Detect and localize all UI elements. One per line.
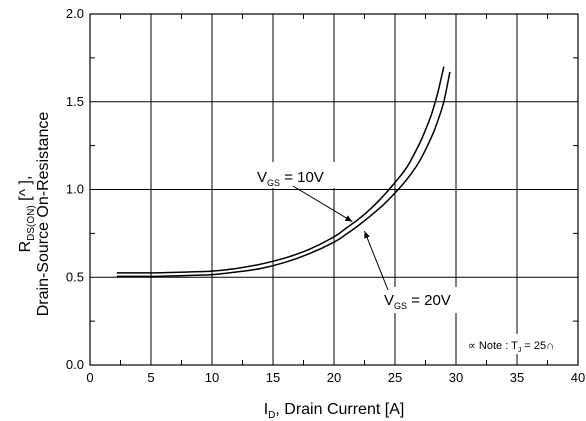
x-axis-label: ID, Drain Current [A] <box>264 401 405 421</box>
series-vgs10-curve <box>116 66 445 274</box>
tick-labels: 0 5 10 15 20 25 30 35 40 0.0 0.5 1.0 1.5 2.0 <box>66 6 585 385</box>
annotation-vgs10-value: = 10V <box>280 169 324 186</box>
x-tick-label: 20 <box>327 370 341 385</box>
x-axis-label-symbol: I <box>264 401 268 418</box>
x-axis-label-subscript: D <box>268 410 275 421</box>
series-curves <box>116 66 451 278</box>
annotation-vgs10-subscript: GS <box>267 178 280 188</box>
x-tick-label: 40 <box>571 370 585 385</box>
y-axis-label-symbol: R <box>17 241 34 253</box>
note-subscript: J <box>518 347 522 354</box>
series-vgs20-curve <box>116 71 451 278</box>
note-text: ∝ Note : TJ = 25∩ <box>468 340 554 354</box>
annotation-vgs10-label: VGS = 10V <box>257 169 324 188</box>
y-axis-label-subscript: DS(ON) <box>26 205 37 241</box>
annotation-vgs20-background <box>380 287 464 313</box>
annotation-vgs20-arrow <box>364 230 389 291</box>
x-axis-label-text: , Drain Current [A] <box>275 401 404 418</box>
y-axis-label-line1: RDS(ON) [^ ], <box>17 176 37 253</box>
annotation-vgs20-value: = 20V <box>407 292 451 309</box>
annotation-vgs10-background <box>251 162 335 188</box>
x-tick-label: 35 <box>510 370 524 385</box>
y-tick-label: 0.5 <box>66 269 84 284</box>
grid-lines <box>89 13 579 366</box>
annotation-vgs20-symbol: V <box>384 292 394 309</box>
x-tick-label: 25 <box>388 370 402 385</box>
annotation-arrows <box>292 185 389 291</box>
y-tick-label: 2.0 <box>66 6 84 21</box>
x-tick-label: 5 <box>147 370 154 385</box>
annotation-vgs10-arrow <box>292 185 353 223</box>
x-tick-label: 15 <box>266 370 280 385</box>
x-tick-label: 0 <box>86 370 93 385</box>
note-label: Note : T <box>476 340 518 352</box>
x-tick-label: 30 <box>449 370 463 385</box>
y-tick-label: 1.5 <box>66 94 84 109</box>
y-axis-label-line2: Drain-Source On-Resistance <box>35 112 52 317</box>
annotation-vgs10-symbol: V <box>257 169 267 186</box>
note-symbol: ∝ <box>468 340 476 352</box>
y-axis-label-unit: [^ ], <box>17 176 34 206</box>
x-tick-label: 10 <box>205 370 219 385</box>
annotation-vgs20-subscript: GS <box>394 301 407 311</box>
note-background <box>462 334 568 354</box>
y-tick-label: 1.0 <box>66 182 84 197</box>
annotation-vgs20-label: VGS = 20V <box>384 292 451 311</box>
note-value: = 25∩ <box>521 340 554 352</box>
plot-frame <box>89 13 579 366</box>
y-tick-label: 0.0 <box>66 357 84 372</box>
